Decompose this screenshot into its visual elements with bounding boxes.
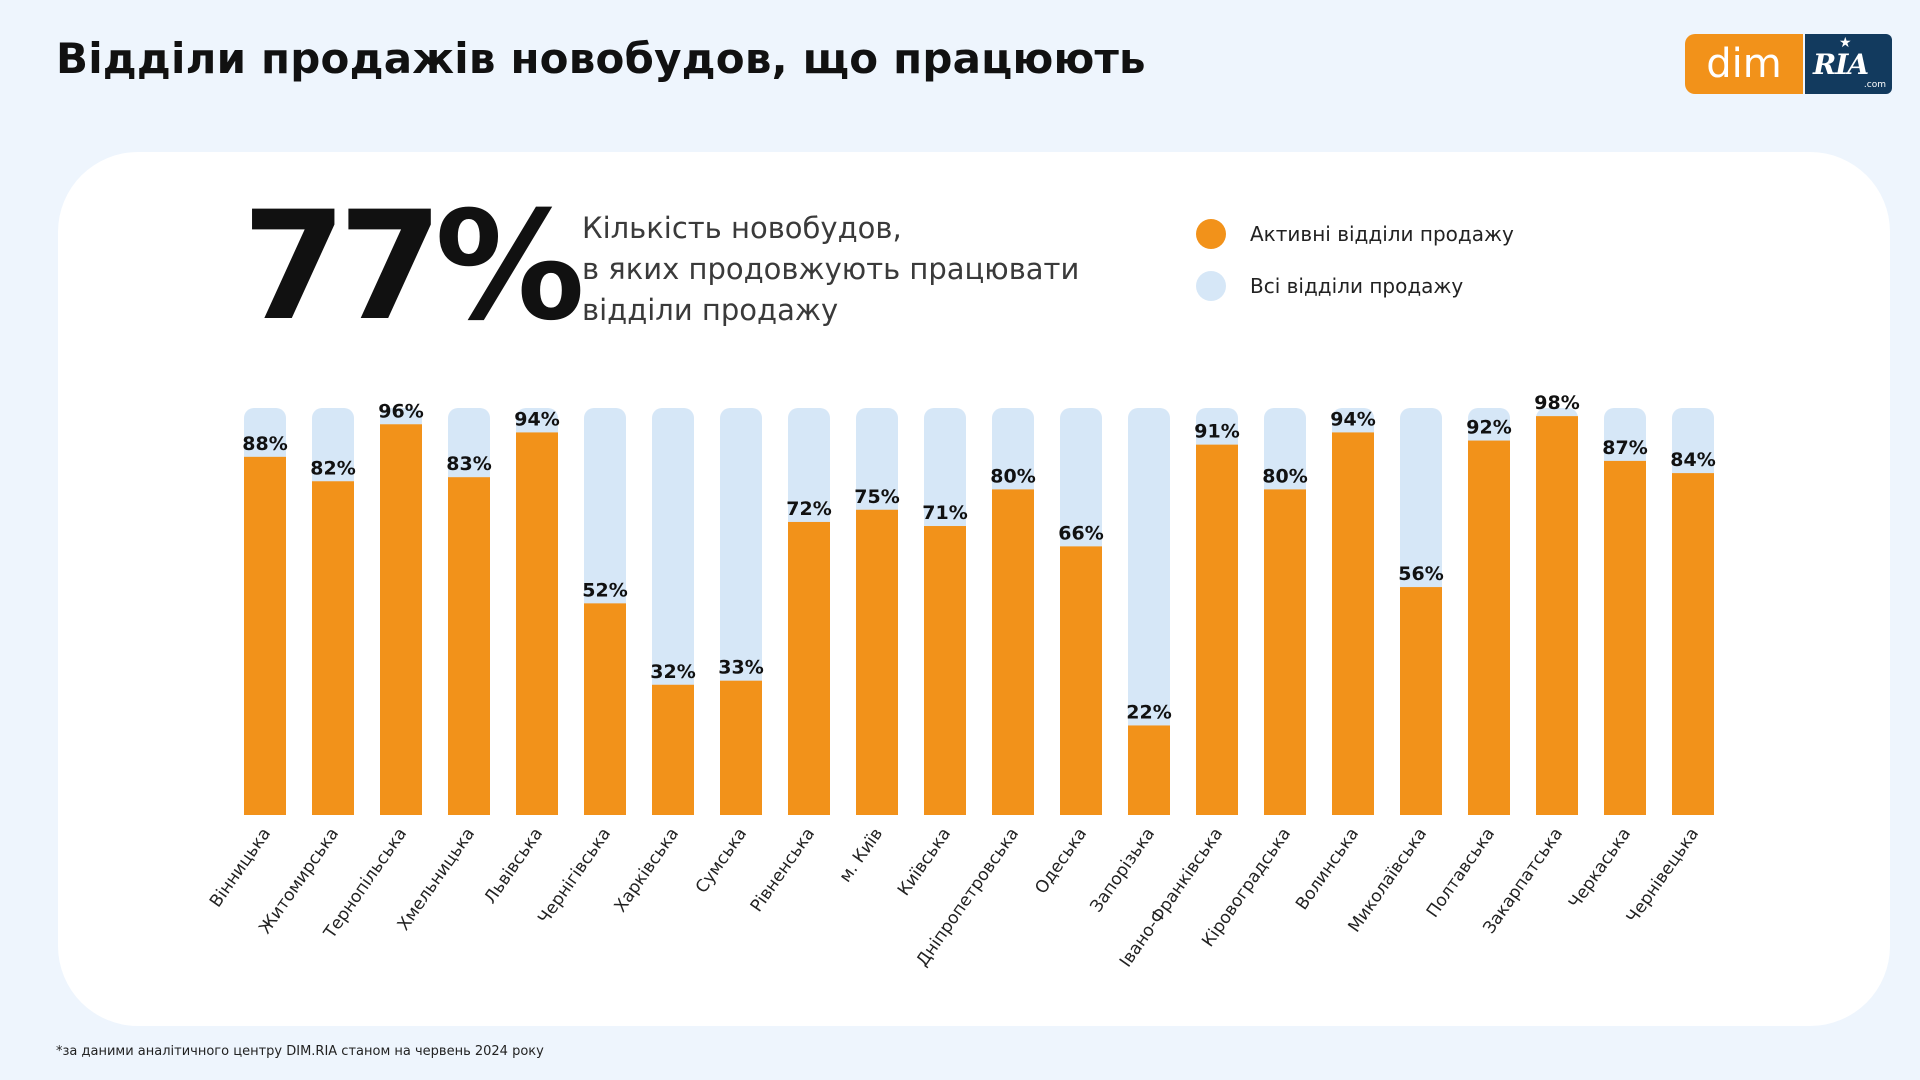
bar-active-19 xyxy=(1536,416,1578,815)
legend-label: Всі відділи продажу xyxy=(1250,274,1464,298)
category-label-9: м. Київ xyxy=(835,824,887,886)
star-icon: ★ xyxy=(1839,35,1852,51)
description-line: відділи продажу xyxy=(582,293,839,327)
bar-active-17 xyxy=(1400,587,1442,815)
category-label-12: Одеська xyxy=(1031,824,1091,897)
data-label-7: 33% xyxy=(718,657,763,679)
data-label-19: 98% xyxy=(1534,392,1579,414)
category-label-21: Чернівецька xyxy=(1623,824,1703,927)
bar-active-2 xyxy=(380,424,422,815)
data-label-20: 87% xyxy=(1602,437,1647,459)
data-label-14: 91% xyxy=(1194,421,1239,443)
bar-chart: 88%Вінницька82%Житомирська96%Тернопільсь… xyxy=(206,392,1716,971)
data-label-17: 56% xyxy=(1398,563,1443,585)
category-label-8: Рівненська xyxy=(747,824,819,916)
legend-dot-total xyxy=(1196,271,1226,301)
category-label-4: Львівська xyxy=(480,824,547,907)
data-label-21: 84% xyxy=(1670,449,1715,471)
category-label-20: Черкаська xyxy=(1565,824,1635,912)
bar-active-11 xyxy=(992,489,1034,815)
bar-active-15 xyxy=(1264,489,1306,815)
bar-active-21 xyxy=(1672,473,1714,815)
legend-dot-active xyxy=(1196,219,1226,249)
highlight-description: Кількість новобудов, в яких продовжують … xyxy=(582,208,1079,331)
legend-item-total: Всі відділи продажу xyxy=(1196,270,1463,302)
highlight-percent: 77% xyxy=(242,180,585,354)
bar-active-12 xyxy=(1060,546,1102,815)
bar-active-18 xyxy=(1468,440,1510,815)
data-label-18: 92% xyxy=(1466,417,1511,439)
data-label-11: 80% xyxy=(990,465,1035,487)
data-label-8: 72% xyxy=(786,498,831,520)
bar-active-14 xyxy=(1196,444,1238,815)
bar-active-16 xyxy=(1332,432,1374,815)
chart-card xyxy=(58,152,1890,1026)
bar-active-8 xyxy=(788,521,830,815)
logo-dim-part: dim xyxy=(1685,34,1803,94)
category-label-13: Запорізька xyxy=(1086,824,1159,916)
bar-active-0 xyxy=(244,456,286,815)
bar-active-7 xyxy=(720,680,762,815)
bar-active-4 xyxy=(516,432,558,815)
page-title: Відділи продажів новобудов, що працюють xyxy=(56,34,1146,83)
category-label-5: Чернігівська xyxy=(534,824,615,928)
bar-total-13 xyxy=(1128,408,1170,815)
category-label-10: Київська xyxy=(894,824,955,899)
bar-active-13 xyxy=(1128,725,1170,815)
data-label-0: 88% xyxy=(242,433,287,455)
category-label-6: Харківська xyxy=(611,824,684,916)
bar-active-5 xyxy=(584,603,626,815)
category-label-7: Сумська xyxy=(692,824,751,897)
description-line: Кількість новобудов, xyxy=(582,211,902,245)
legend-item-active: Активні відділи продажу xyxy=(1196,218,1514,250)
data-label-10: 71% xyxy=(922,502,967,524)
bar-active-6 xyxy=(652,684,694,815)
logo-com-text: .com xyxy=(1863,80,1886,90)
data-label-12: 66% xyxy=(1058,522,1103,544)
category-label-18: Полтавська xyxy=(1423,824,1499,921)
bar-active-3 xyxy=(448,477,490,815)
bar-active-20 xyxy=(1604,460,1646,815)
logo-ria-text: RIA xyxy=(1813,48,1869,81)
bar-active-9 xyxy=(856,509,898,815)
bar-active-1 xyxy=(312,481,354,815)
bar-active-10 xyxy=(924,526,966,815)
footnote: *за даними аналітичного центру DIM.RIA с… xyxy=(56,1044,544,1059)
data-label-16: 94% xyxy=(1330,408,1375,430)
data-label-9: 75% xyxy=(854,486,899,508)
data-label-2: 96% xyxy=(378,400,423,422)
category-label-0: Вінницька xyxy=(206,824,275,911)
data-label-6: 32% xyxy=(650,661,695,683)
dim-ria-logo[interactable]: dim ★ RIA .com xyxy=(1685,34,1892,94)
data-label-5: 52% xyxy=(582,579,627,601)
data-label-4: 94% xyxy=(514,408,559,430)
data-label-1: 82% xyxy=(310,457,355,479)
category-label-16: Волинська xyxy=(1292,824,1363,913)
legend-label: Активні відділи продажу xyxy=(1250,222,1514,246)
logo-ria-part: ★ RIA .com xyxy=(1805,34,1892,94)
data-label-3: 83% xyxy=(446,453,491,475)
data-label-15: 80% xyxy=(1262,465,1307,487)
description-line: в яких продовжують працювати xyxy=(582,252,1080,286)
data-label-13: 22% xyxy=(1126,701,1171,723)
